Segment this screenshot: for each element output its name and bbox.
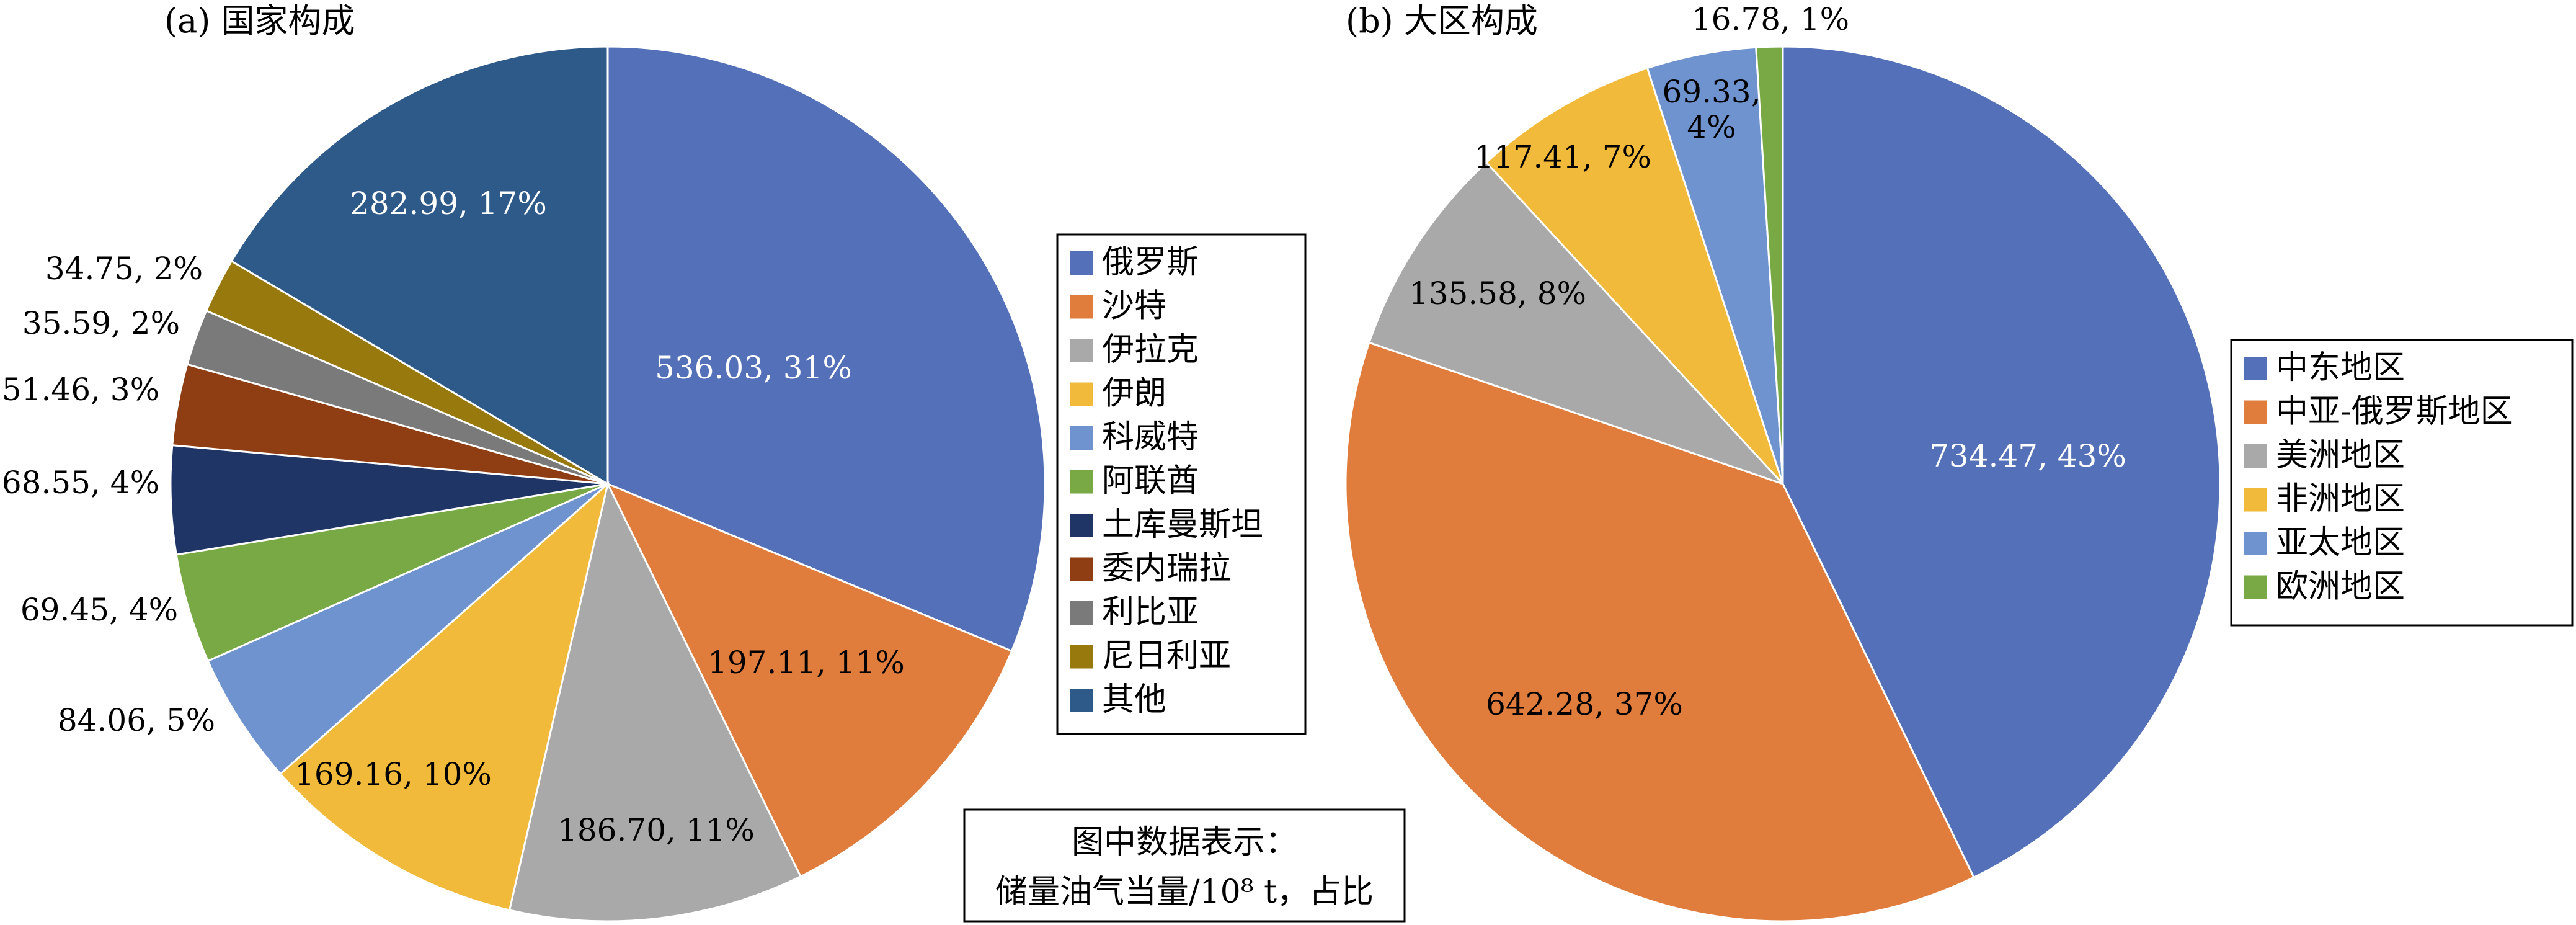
legend-label-a-1: 沙特: [1102, 288, 1166, 325]
data-label-a-7: 51.46, 3%: [2, 372, 159, 408]
chart-title-a: (a) 国家构成: [164, 1, 355, 40]
pie-slice-a-2: [508, 481, 802, 923]
legend-label-a-3: 伊朗: [1102, 375, 1166, 413]
data-label-a-6: 68.55, 4%: [2, 465, 159, 501]
legend-swatch-a-7: [1070, 557, 1093, 581]
legend-b-frame: [2230, 339, 2574, 627]
legend-swatch-a-1: [1070, 295, 1093, 319]
pie-chart-country: (a) 国家构成 536.03, 31% 197.11, 11% 186.70, 1…: [2, 1, 1046, 923]
legend-swatch-b-1: [2244, 400, 2267, 424]
data-label-b-4: 69.33,: [1662, 74, 1761, 110]
legend-label-a-5: 阿联酋: [1102, 463, 1199, 500]
data-label-a-4: 84.06, 5%: [58, 702, 215, 738]
legend-swatch-a-2: [1070, 339, 1093, 362]
data-label-b-4-pct: 4%: [1687, 109, 1736, 145]
legend-label-a-8: 利比亚: [1102, 594, 1199, 631]
legend-swatch-a-5: [1070, 470, 1093, 494]
pie-slice-b-2: [1367, 161, 1784, 485]
legend-label-b-0: 中东地区: [2276, 349, 2405, 387]
pie-slice-b-4: [1646, 46, 1784, 485]
pie-slice-a-1: [605, 482, 1013, 878]
data-label-a-5: 69.45, 4%: [20, 592, 178, 628]
legend-label-b-3: 非洲地区: [2276, 481, 2405, 518]
pie-slice-a-0: [606, 45, 1046, 653]
legend-swatch-b-3: [2244, 488, 2267, 512]
legend-label-a-10: 其他: [1102, 681, 1166, 718]
data-label-a-1: 197.11, 11%: [708, 645, 905, 681]
pie-slice-b-1: [1344, 341, 1975, 923]
legend-swatch-a-4: [1070, 426, 1093, 450]
pie-slice-b-0: [1782, 45, 2221, 879]
pie-chart-region: (b) 大区构成 734.47, 43% 642.28, 37% 135.58, 8…: [1344, 1, 2221, 923]
legend-label-b-4: 亚太地区: [2276, 524, 2405, 561]
pie-slice-a-5: [175, 483, 608, 663]
legend-swatch-b-5: [2244, 575, 2267, 599]
pie-slice-b-5: [1755, 45, 1784, 485]
note-line-2: 储量油气当量/10⁸ t，占比: [995, 874, 1374, 911]
pie-slice-b-3: [1485, 66, 1784, 485]
data-labels-a: 536.03, 31% 197.11, 11% 186.70, 11% 169.16,…: [2, 185, 905, 848]
data-label-b-2: 135.58, 8%: [1409, 275, 1586, 311]
data-label-a-9: 34.75, 2%: [45, 251, 203, 287]
slices-a: [169, 45, 1046, 923]
legend-label-b-1: 中亚-俄罗斯地区: [2276, 393, 2513, 431]
data-label-a-2: 186.70, 11%: [557, 812, 755, 848]
note-line-1: 图中数据表示：: [1072, 824, 1297, 861]
legend-label-a-2: 伊拉克: [1102, 331, 1199, 369]
slices-b: [1344, 45, 2221, 923]
note-frame: [963, 808, 1406, 923]
legend-label-a-4: 科威特: [1102, 419, 1199, 456]
legend-label-a-7: 委内瑞拉: [1102, 550, 1231, 588]
legend-label-b-2: 美洲地区: [2276, 437, 2405, 474]
pie-slice-a-10: [230, 45, 609, 486]
data-label-b-3: 117.41, 7%: [1474, 139, 1651, 175]
data-label-b-1: 642.28, 37%: [1486, 686, 1683, 722]
data-label-a-8: 35.59, 2%: [22, 305, 180, 341]
data-label-a-3: 169.16, 10%: [295, 756, 492, 792]
chart-title-b: (b) 大区构成: [1346, 1, 1538, 40]
pie-slice-a-3: [279, 481, 610, 911]
legend-swatch-a-6: [1070, 514, 1093, 537]
legend-label-a-6: 土库曼斯坦: [1102, 506, 1263, 543]
legend-swatch-a-10: [1070, 689, 1093, 712]
data-label-b-5: 16.78, 1%: [1692, 1, 1849, 37]
legend-a-frame: [1056, 233, 1307, 735]
legend-label-a-9: 尼日利亚: [1102, 638, 1231, 675]
data-label-b-0: 734.47, 43%: [1929, 438, 2126, 474]
data-label-a-10: 282.99, 17%: [350, 185, 547, 221]
legend-swatch-a-9: [1070, 645, 1093, 669]
pie-slice-a-4: [207, 483, 608, 775]
legend-swatch-b-4: [2244, 532, 2267, 555]
data-labels-b: 734.47, 43% 642.28, 37% 135.58, 8% 117.41, …: [1409, 1, 2126, 722]
legend-swatch-b-2: [2244, 444, 2267, 468]
legend-swatch-a-8: [1070, 601, 1093, 625]
legend-swatch-b-0: [2244, 357, 2267, 380]
legend-label-b-5: 欧洲地区: [2276, 568, 2405, 605]
data-note: 图中数据表示： 储量油气当量/10⁸ t，占比: [963, 808, 1406, 923]
legend-swatch-a-3: [1070, 382, 1093, 406]
legend-label-a-0: 俄罗斯: [1102, 244, 1199, 281]
data-label-a-0: 536.03, 31%: [655, 350, 852, 386]
legend-swatch-a-0: [1070, 251, 1093, 275]
